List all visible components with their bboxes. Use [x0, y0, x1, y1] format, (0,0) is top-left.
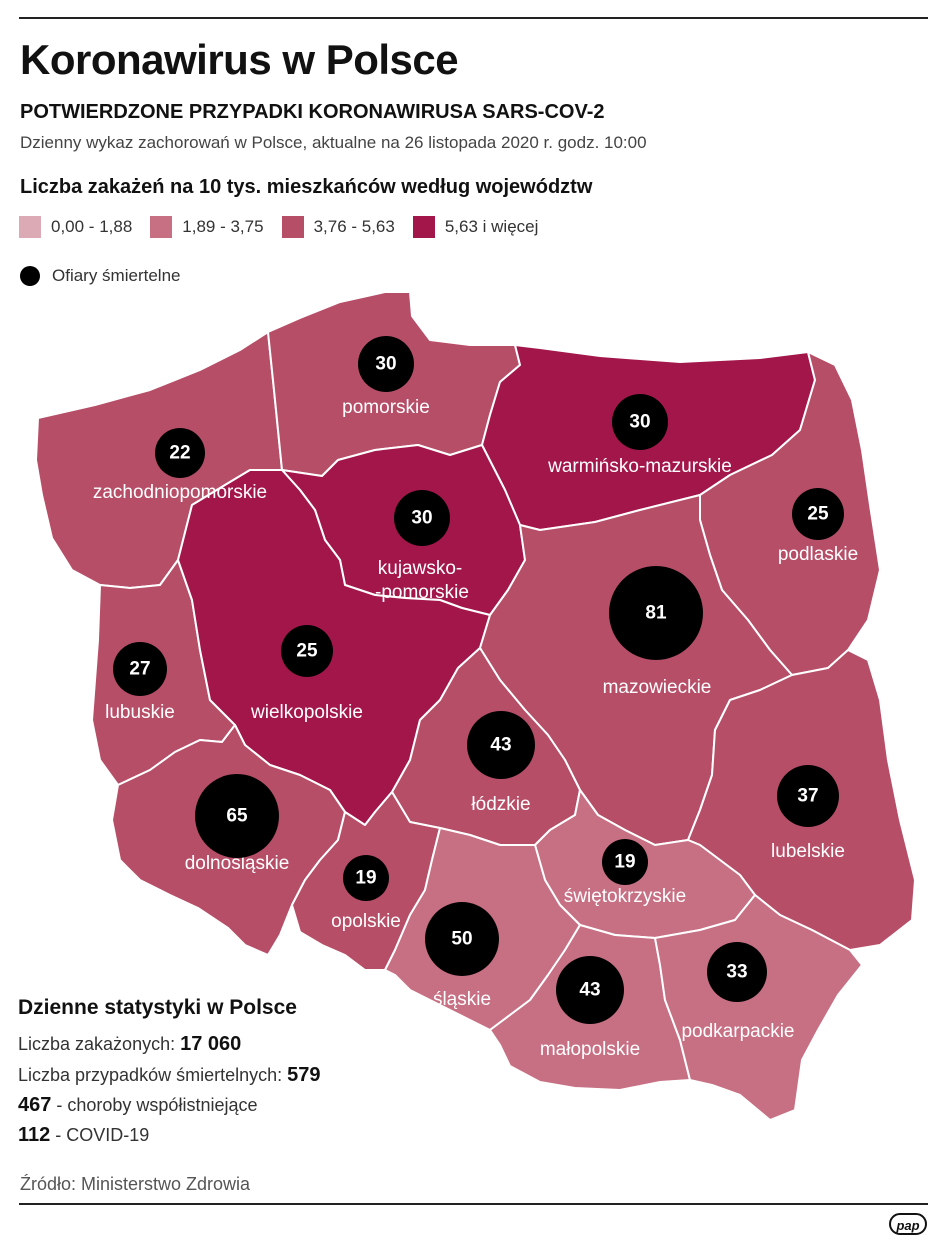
death-bubble — [609, 566, 703, 660]
subtitle: POTWIERDZONE PRZYPADKI KORONAWIRUSA SARS… — [20, 101, 605, 123]
death-count: 81 — [645, 603, 667, 624]
region-label: zachodniopomorskie — [93, 482, 267, 503]
region-label: pomorskie — [342, 397, 430, 418]
death-count: 19 — [614, 852, 635, 873]
death-count: 43 — [490, 735, 511, 756]
stat-covid-label: - COVID-19 — [55, 1125, 150, 1145]
legend-label: 3,76 - 5,63 — [313, 217, 395, 236]
bottom-rule — [19, 1203, 928, 1205]
stat-comorbid-value: 467 — [18, 1094, 52, 1116]
deaths-legend-label: Ofiary śmiertelne — [52, 266, 181, 285]
region-label: śląskie — [433, 989, 491, 1010]
region-label: podlaskie — [778, 544, 858, 565]
death-bubble — [612, 394, 668, 450]
legend-swatch — [412, 216, 435, 238]
stat-infections-value: 17 060 — [180, 1033, 242, 1055]
page-title: Koronawirus w Polsce — [20, 36, 459, 83]
death-count: 65 — [226, 806, 248, 827]
legend-swatch — [281, 216, 304, 238]
deaths-legend: Ofiary śmiertelne — [20, 266, 180, 286]
stat-deaths-label: Liczba przypadków śmiertelnych: — [18, 1065, 283, 1085]
death-count: 19 — [355, 868, 376, 889]
death-bubble — [343, 855, 389, 901]
stat-covid-value: 112 — [18, 1124, 51, 1146]
death-count: 30 — [375, 354, 396, 375]
death-count: 30 — [629, 412, 650, 433]
region-label: łódzkie — [471, 794, 530, 815]
stat-deaths: Liczba przypadków śmiertelnych: 579 — [18, 1064, 321, 1087]
death-bubble — [394, 490, 450, 546]
source-note: Źródło: Ministerstwo Zdrowia — [20, 1174, 251, 1194]
legend-item: 1,89 - 3,75 — [150, 216, 264, 238]
region-label: lubelskie — [771, 841, 845, 862]
description: Dzienny wykaz zachorowań w Polsce, aktua… — [20, 133, 647, 152]
death-bubble — [777, 765, 839, 827]
death-bubble — [602, 839, 648, 885]
death-bubble — [195, 774, 279, 858]
stat-covid: 112 - COVID-19 — [18, 1124, 149, 1147]
top-rule — [19, 17, 928, 19]
stats-title: Dzienne statystyki w Polsce — [18, 996, 297, 1019]
death-bubble — [155, 428, 205, 478]
stat-comorbid: 467 - choroby współistniejące — [18, 1094, 257, 1117]
death-bubble — [792, 488, 844, 540]
death-bubble — [556, 956, 624, 1024]
legend-label: 0,00 - 1,88 — [51, 217, 133, 236]
death-count: 37 — [797, 786, 818, 807]
region-label: podkarpackie — [681, 1021, 794, 1042]
death-count: 43 — [579, 980, 600, 1001]
legend: 0,00 - 1,88 1,89 - 3,75 3,76 - 5,63 5,63… — [19, 216, 556, 238]
legend-swatch — [150, 216, 173, 238]
death-count: 25 — [296, 641, 318, 662]
region-label: małopolskie — [540, 1039, 640, 1060]
stat-infections: Liczba zakażonych: 17 060 — [18, 1033, 241, 1056]
death-count: 22 — [169, 443, 190, 464]
region-podkarpackie — [654, 894, 863, 1121]
legend-item: 3,76 - 5,63 — [281, 216, 395, 238]
region-label: opolskie — [331, 911, 401, 932]
death-bubble — [425, 902, 499, 976]
death-count: 33 — [726, 962, 747, 983]
pap-logo: pap — [889, 1213, 927, 1235]
region-label: lubuskie — [105, 702, 175, 723]
region-label: mazowieckie — [603, 677, 712, 698]
death-bubble — [358, 336, 414, 392]
stat-infections-label: Liczba zakażonych: — [18, 1034, 176, 1054]
death-count: 50 — [451, 929, 472, 950]
region-label: wielkopolskie — [250, 702, 363, 723]
death-bubble — [467, 711, 535, 779]
stat-comorbid-label: - choroby współistniejące — [56, 1095, 258, 1115]
death-count: 25 — [807, 504, 829, 525]
region-label: świętokrzyskie — [564, 886, 686, 907]
stat-deaths-value: 579 — [287, 1064, 321, 1086]
region-label: kujawsko- — [378, 558, 462, 579]
legend-title: Liczba zakażeń na 10 tys. mieszkańców we… — [20, 176, 593, 198]
death-count: 27 — [129, 659, 150, 680]
death-dot-icon — [20, 266, 40, 286]
legend-item: 0,00 - 1,88 — [19, 216, 132, 238]
legend-label: 1,89 - 3,75 — [182, 217, 264, 236]
legend-label: 5,63 i więcej — [444, 217, 539, 236]
death-count: 30 — [411, 508, 432, 529]
region-label: dolnośląskie — [185, 853, 290, 874]
legend-swatch — [19, 216, 41, 238]
legend-item: 5,63 i więcej — [412, 216, 539, 238]
region-label: warmińsko-mazurskie — [547, 456, 732, 477]
death-bubble — [113, 642, 167, 696]
death-bubble — [707, 942, 767, 1002]
region-label: -pomorskie — [375, 582, 469, 603]
death-bubble — [281, 625, 333, 677]
